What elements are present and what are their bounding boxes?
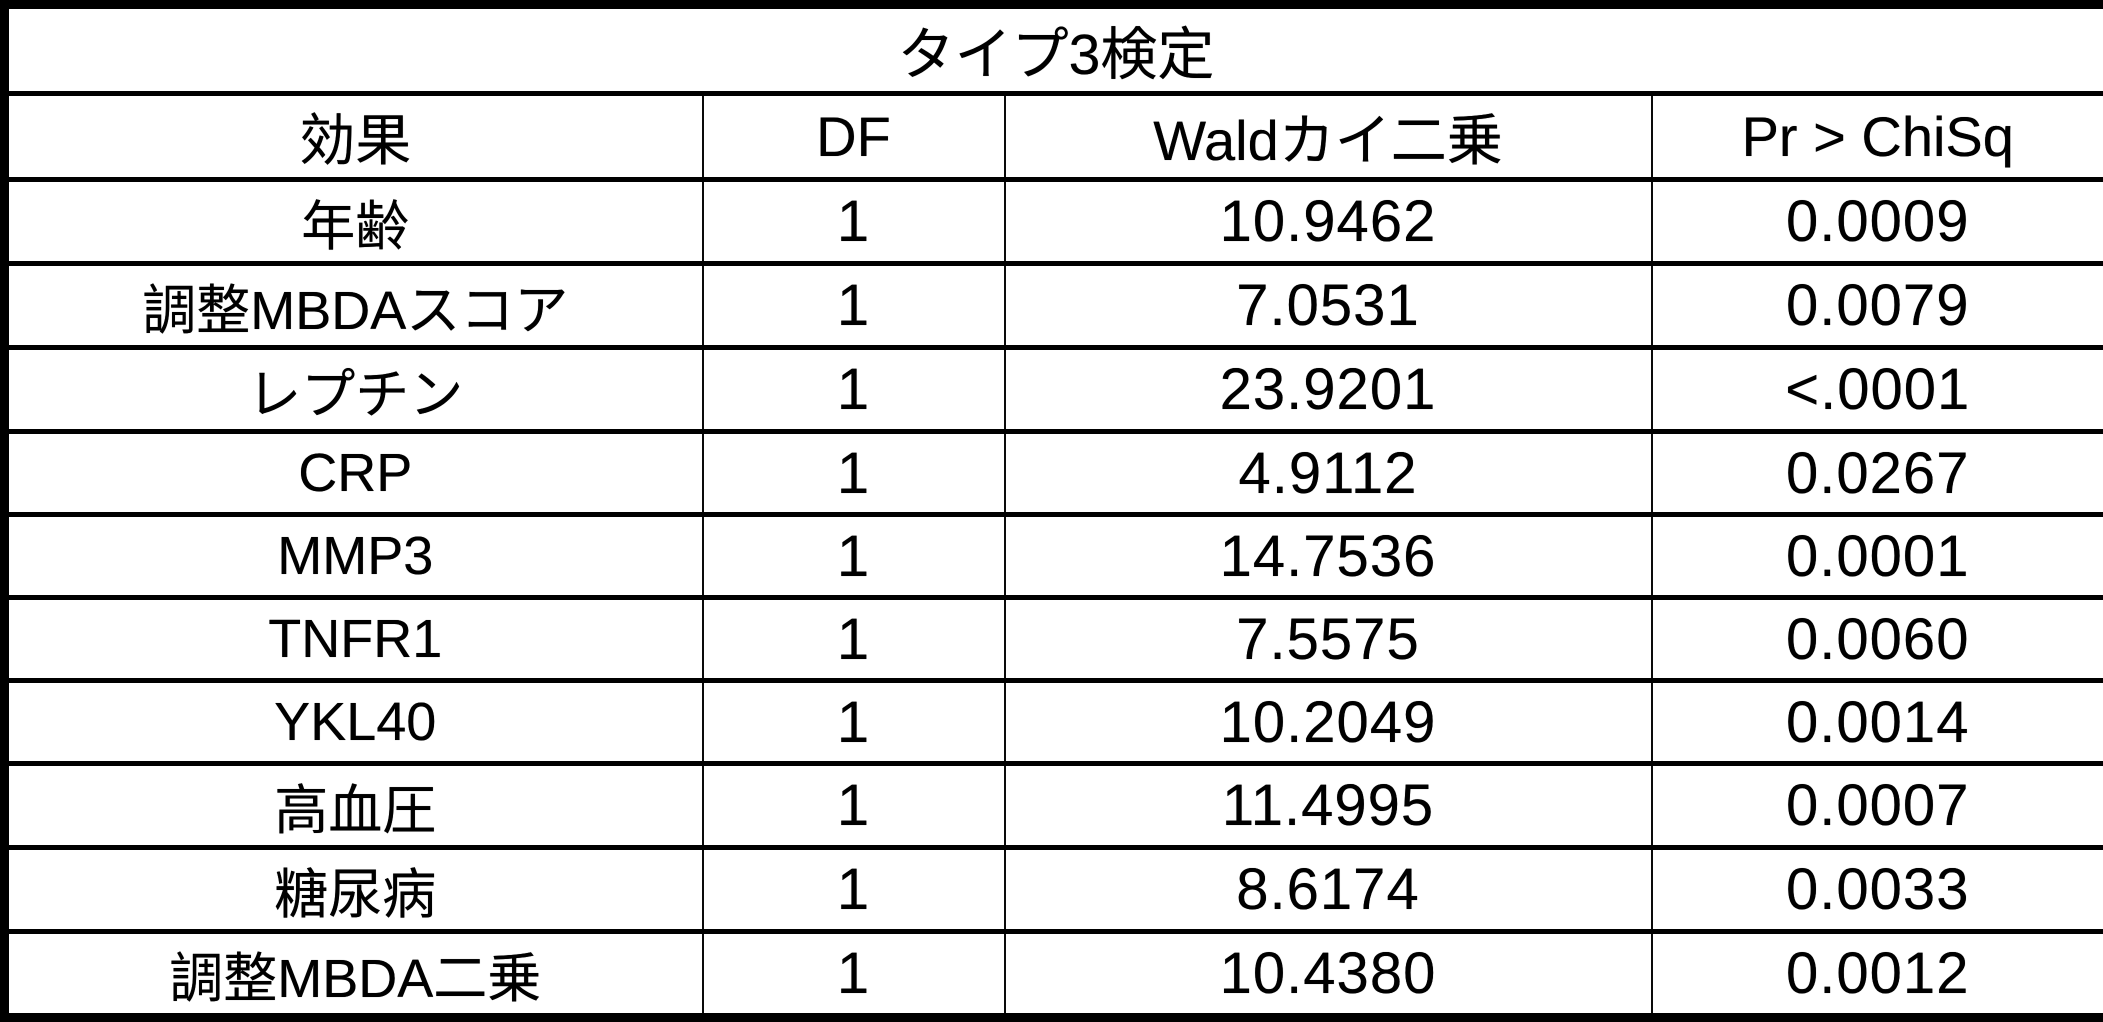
table-row: 調整MBDAスコア 1 7.0531 0.0079 bbox=[5, 264, 2103, 348]
cell-df: 1 bbox=[703, 598, 1005, 681]
cell-pr-chisq: 0.0009 bbox=[1652, 180, 2103, 264]
cell-pr-chisq: 0.0007 bbox=[1652, 764, 2103, 848]
cell-effect: 調整MBDA二乗 bbox=[5, 932, 703, 1018]
cell-wald-chisq: 4.9112 bbox=[1005, 432, 1652, 515]
table-row: 高血圧 1 11.4995 0.0007 bbox=[5, 764, 2103, 848]
table-row: MMP3 1 14.7536 0.0001 bbox=[5, 515, 2103, 598]
cell-wald-chisq: 10.9462 bbox=[1005, 180, 1652, 264]
cell-wald-chisq: 11.4995 bbox=[1005, 764, 1652, 848]
cell-pr-chisq: 0.0014 bbox=[1652, 681, 2103, 764]
cell-effect: 糖尿病 bbox=[5, 848, 703, 932]
cell-pr-chisq: 0.0060 bbox=[1652, 598, 2103, 681]
cell-effect: TNFR1 bbox=[5, 598, 703, 681]
cell-pr-chisq: 0.0033 bbox=[1652, 848, 2103, 932]
cell-df: 1 bbox=[703, 264, 1005, 348]
table-row: 糖尿病 1 8.6174 0.0033 bbox=[5, 848, 2103, 932]
column-header-pr-chisq: Pr > ChiSq bbox=[1652, 94, 2103, 180]
cell-effect: YKL40 bbox=[5, 681, 703, 764]
cell-df: 1 bbox=[703, 515, 1005, 598]
table-row: レプチン 1 23.9201 <.0001 bbox=[5, 348, 2103, 432]
cell-pr-chisq: <.0001 bbox=[1652, 348, 2103, 432]
column-header-effect: 効果 bbox=[5, 94, 703, 180]
cell-df: 1 bbox=[703, 848, 1005, 932]
column-header-wald-chisq: Waldカイ二乗 bbox=[1005, 94, 1652, 180]
cell-pr-chisq: 0.0267 bbox=[1652, 432, 2103, 515]
cell-wald-chisq: 23.9201 bbox=[1005, 348, 1652, 432]
cell-df: 1 bbox=[703, 432, 1005, 515]
cell-pr-chisq: 0.0012 bbox=[1652, 932, 2103, 1018]
cell-df: 1 bbox=[703, 932, 1005, 1018]
cell-effect: 年齢 bbox=[5, 180, 703, 264]
cell-wald-chisq: 10.2049 bbox=[1005, 681, 1652, 764]
cell-effect: MMP3 bbox=[5, 515, 703, 598]
table-row: CRP 1 4.9112 0.0267 bbox=[5, 432, 2103, 515]
cell-effect: 調整MBDAスコア bbox=[5, 264, 703, 348]
cell-wald-chisq: 8.6174 bbox=[1005, 848, 1652, 932]
cell-df: 1 bbox=[703, 764, 1005, 848]
cell-effect: 高血圧 bbox=[5, 764, 703, 848]
cell-df: 1 bbox=[703, 180, 1005, 264]
table-title: タイプ3検定 bbox=[5, 5, 2103, 94]
cell-pr-chisq: 0.0001 bbox=[1652, 515, 2103, 598]
column-header-df: DF bbox=[703, 94, 1005, 180]
table-header-row: 効果 DF Waldカイ二乗 Pr > ChiSq bbox=[5, 94, 2103, 180]
cell-wald-chisq: 10.4380 bbox=[1005, 932, 1652, 1018]
cell-wald-chisq: 7.5575 bbox=[1005, 598, 1652, 681]
table-title-row: タイプ3検定 bbox=[5, 5, 2103, 94]
table-row: TNFR1 1 7.5575 0.0060 bbox=[5, 598, 2103, 681]
table-row: 調整MBDA二乗 1 10.4380 0.0012 bbox=[5, 932, 2103, 1018]
cell-wald-chisq: 14.7536 bbox=[1005, 515, 1652, 598]
cell-df: 1 bbox=[703, 681, 1005, 764]
cell-effect: CRP bbox=[5, 432, 703, 515]
cell-pr-chisq: 0.0079 bbox=[1652, 264, 2103, 348]
cell-wald-chisq: 7.0531 bbox=[1005, 264, 1652, 348]
table-row: YKL40 1 10.2049 0.0014 bbox=[5, 681, 2103, 764]
cell-df: 1 bbox=[703, 348, 1005, 432]
table-row: 年齢 1 10.9462 0.0009 bbox=[5, 180, 2103, 264]
cell-effect: レプチン bbox=[5, 348, 703, 432]
